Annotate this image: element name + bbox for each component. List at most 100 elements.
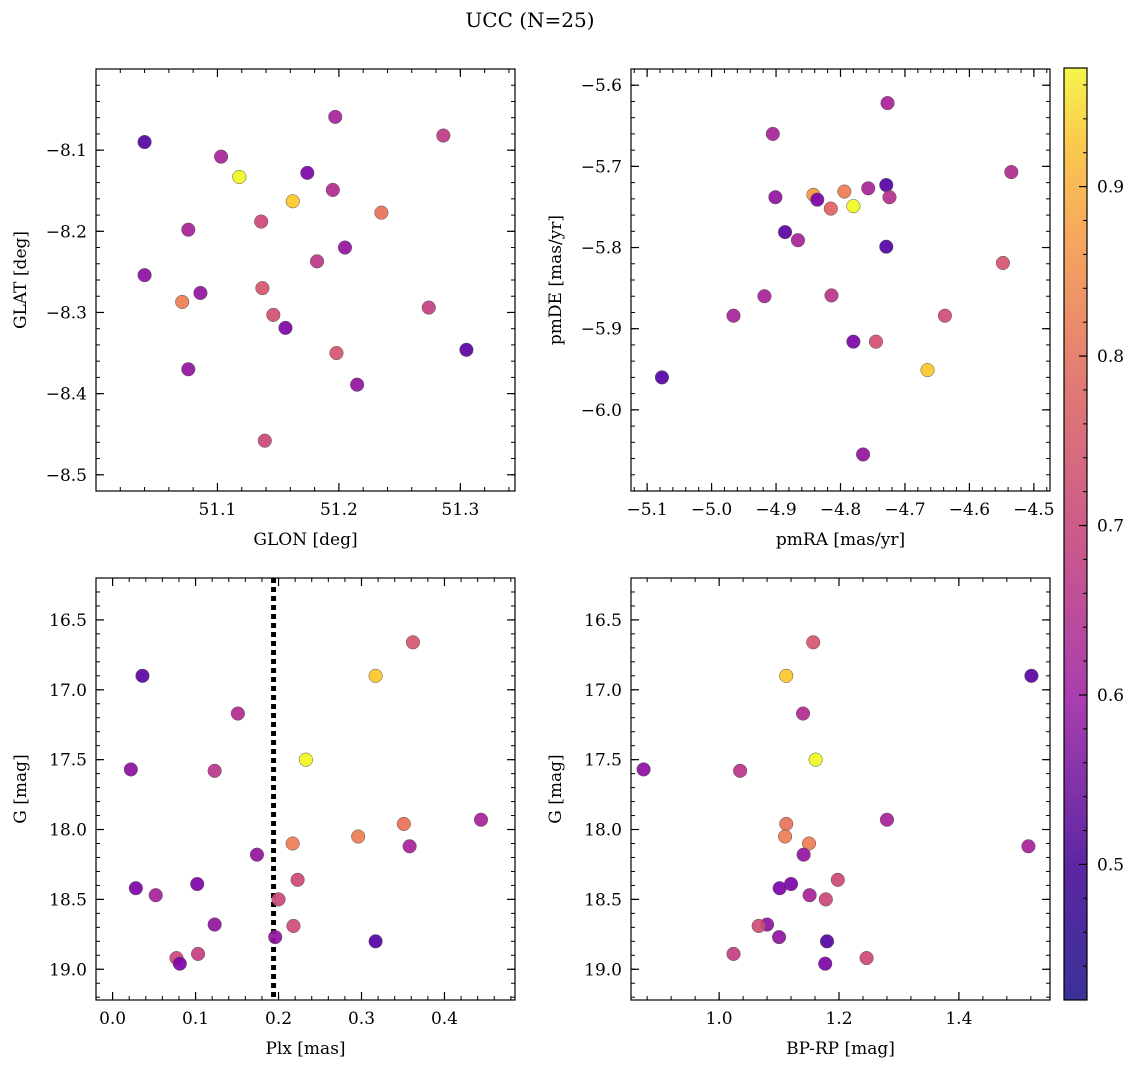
y-axis-label: G [mag] <box>11 754 31 823</box>
scatter-point <box>137 134 152 150</box>
scatter-point <box>325 182 340 197</box>
y-tick-label: 18.0 <box>49 821 87 841</box>
x-tick-label: −5.0 <box>691 500 732 520</box>
y-tick-label: −5.7 <box>581 157 622 177</box>
scatter-point <box>405 635 420 650</box>
scatter-panel-4: 1.0 1.2 1.4 16.5 17.0 17.5 18.0 18.5 19.0 BP-RP [… <box>546 577 1051 1059</box>
scatter-point <box>351 829 366 844</box>
scatter-point <box>255 281 270 296</box>
y-tick-label: 17.0 <box>49 681 87 701</box>
scatter-point <box>368 934 383 949</box>
y-tick-label: −8.5 <box>46 466 87 486</box>
scatter-point <box>396 816 411 831</box>
colorbar-tick-label: 0.5 <box>1097 855 1124 875</box>
colorbar-tick-label: 0.9 <box>1097 178 1124 198</box>
x-tick-label: 51.1 <box>199 500 237 520</box>
scatter-point <box>175 294 190 309</box>
y-tick-label: −6.0 <box>581 401 622 421</box>
scatter-point <box>128 881 143 896</box>
y-axis-label: G [mag] <box>546 754 566 823</box>
scatter-point <box>191 946 206 961</box>
scatter-point <box>880 96 895 111</box>
scatter-point <box>436 128 451 143</box>
scatter-point <box>309 254 325 269</box>
scatter-point <box>421 300 436 315</box>
y-tick-label: 17.5 <box>49 751 87 771</box>
scatter-point <box>300 165 315 180</box>
colorbar-gradient <box>1063 67 1088 1001</box>
colorbar-tick-label: 0.7 <box>1097 517 1124 537</box>
scatter-point <box>207 763 222 778</box>
y-axis-label: GLAT [deg] <box>11 231 31 329</box>
x-tick-label: 1.0 <box>706 1009 733 1029</box>
y-tick-label: 19.0 <box>584 960 622 980</box>
plot-frame <box>95 577 516 1001</box>
scatter-point <box>824 288 839 303</box>
scatter-point <box>1004 165 1019 180</box>
x-tick-label: 0.4 <box>431 1009 458 1029</box>
scatter-point <box>796 847 811 862</box>
colorbar: 0.5 0.6 0.7 0.8 0.9 <box>1063 67 1124 1001</box>
scatter-point <box>751 918 766 933</box>
scatter-point <box>249 847 265 862</box>
colorbar-tick-label: 0.6 <box>1097 686 1124 706</box>
scatter-point <box>757 289 772 304</box>
scatter-point <box>806 635 821 650</box>
scatter-point <box>368 668 383 683</box>
plot-frame <box>630 577 1051 1001</box>
scatter-point <box>268 930 283 945</box>
scatter-point <box>329 345 344 361</box>
y-tick-label: −8.4 <box>46 385 87 405</box>
y-axis-label: pmDE [mas/yr] <box>546 215 566 345</box>
scatter-point <box>808 752 823 767</box>
scatter-point <box>636 762 651 777</box>
scatter-point <box>207 917 222 932</box>
scatter-point <box>882 190 897 205</box>
scatter-point <box>350 377 365 392</box>
y-tick-label: 18.5 <box>49 890 87 910</box>
scatter-point <box>137 268 152 283</box>
scatter-point <box>285 836 300 851</box>
scatter-panel-2: −5.1 −5.0 −4.9 −4.8 −4.7 −4.6 −4.5 −5.6 −5.7 −5.8… <box>546 68 1055 550</box>
y-tick-label: −8.3 <box>46 303 87 323</box>
scatter-point <box>779 668 794 683</box>
scatter-point <box>726 308 741 323</box>
scatter-point <box>795 706 811 721</box>
scatter-point <box>193 285 208 301</box>
scatter-point <box>778 225 793 240</box>
scatter-point <box>765 126 780 141</box>
x-tick-label: 51.3 <box>441 500 479 520</box>
scatter-point <box>254 214 269 229</box>
scatter-point <box>148 888 163 903</box>
y-tick-label: 17.5 <box>584 751 622 771</box>
scatter-point <box>402 839 417 854</box>
x-axis-label: GLON [deg] <box>253 530 357 550</box>
scatter-point <box>257 433 272 448</box>
scatter-point <box>837 184 852 199</box>
scatter-point <box>823 201 838 216</box>
scatter-point <box>819 934 835 949</box>
y-tick-label: −5.8 <box>581 239 622 259</box>
y-tick-label: −8.2 <box>46 222 87 242</box>
scatter-point <box>920 363 935 378</box>
x-axis-label: Plx [mas] <box>265 1039 345 1059</box>
colorbar-tick-label: 0.8 <box>1097 347 1124 367</box>
scatter-point <box>879 239 894 254</box>
scatter-point <box>995 255 1010 271</box>
scatter-point <box>726 946 741 961</box>
scatter-point <box>190 876 205 892</box>
x-tick-label: 0.3 <box>348 1009 375 1029</box>
y-tick-label: 16.5 <box>49 611 87 631</box>
scatter-point <box>879 812 895 827</box>
scatter-point <box>868 334 884 349</box>
plot-frame <box>630 68 1051 492</box>
scatter-point <box>286 918 301 933</box>
scatter-point <box>328 109 343 124</box>
scatter-point <box>181 362 196 377</box>
scatter-point <box>779 816 794 831</box>
scatter-point <box>879 178 894 193</box>
scatter-point <box>266 307 281 322</box>
scatter-point <box>1021 839 1036 854</box>
scatter-point <box>123 762 138 777</box>
